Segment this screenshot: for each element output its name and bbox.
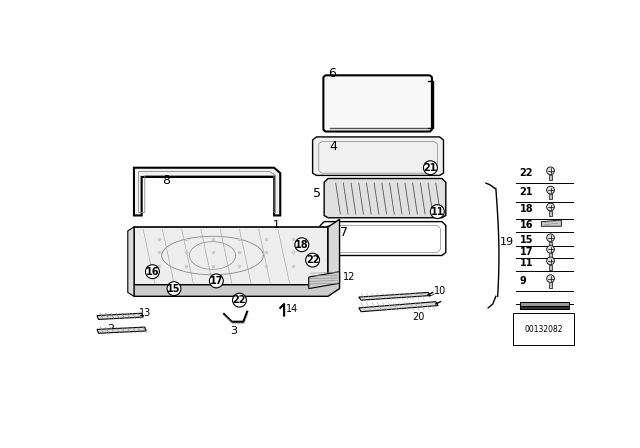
Polygon shape: [134, 168, 280, 215]
Bar: [548, 265, 552, 270]
Text: 15: 15: [167, 284, 180, 293]
Polygon shape: [134, 277, 340, 296]
Circle shape: [306, 253, 319, 267]
Circle shape: [547, 257, 554, 265]
Bar: [548, 253, 552, 258]
Text: 14: 14: [285, 304, 298, 314]
Text: 1: 1: [273, 220, 280, 230]
Text: 18: 18: [520, 204, 533, 214]
Circle shape: [547, 275, 554, 282]
Text: 15: 15: [520, 235, 533, 245]
Text: 4: 4: [330, 140, 337, 153]
Bar: [548, 282, 552, 288]
Text: 6: 6: [328, 66, 336, 79]
Text: 22: 22: [520, 168, 533, 178]
Bar: [548, 175, 552, 180]
Circle shape: [547, 234, 554, 241]
Polygon shape: [359, 293, 431, 300]
FancyBboxPatch shape: [323, 75, 432, 132]
Polygon shape: [541, 220, 561, 226]
Text: 17: 17: [520, 247, 533, 257]
Polygon shape: [520, 302, 569, 306]
Text: 00132082: 00132082: [524, 325, 563, 334]
Circle shape: [295, 238, 308, 252]
Circle shape: [209, 274, 223, 288]
Bar: [548, 241, 552, 247]
Text: 22: 22: [233, 295, 246, 305]
Text: 21: 21: [520, 187, 533, 198]
Polygon shape: [97, 313, 143, 319]
Text: 17: 17: [210, 276, 223, 286]
Text: 11: 11: [431, 207, 444, 217]
Text: 3: 3: [230, 326, 237, 336]
Polygon shape: [324, 178, 446, 218]
Polygon shape: [359, 302, 438, 312]
Text: 21: 21: [424, 163, 437, 173]
Polygon shape: [308, 271, 340, 289]
Text: 11: 11: [520, 258, 533, 268]
Circle shape: [547, 246, 554, 253]
Circle shape: [232, 293, 246, 307]
Circle shape: [431, 205, 444, 219]
Polygon shape: [134, 227, 328, 285]
Text: 8: 8: [163, 174, 170, 187]
Text: 22: 22: [306, 255, 319, 265]
Polygon shape: [328, 220, 340, 285]
Bar: [548, 211, 552, 216]
Text: 18: 18: [295, 240, 308, 250]
Text: 16: 16: [146, 267, 159, 277]
Text: 9: 9: [520, 276, 527, 286]
Polygon shape: [97, 327, 147, 333]
Circle shape: [547, 203, 554, 211]
Polygon shape: [520, 306, 569, 310]
Polygon shape: [128, 227, 134, 296]
Bar: [548, 194, 552, 199]
Text: 16: 16: [520, 220, 533, 230]
Text: 12: 12: [344, 272, 356, 282]
Text: 10: 10: [435, 286, 447, 296]
Text: 13: 13: [140, 308, 152, 318]
Text: 5: 5: [313, 187, 321, 200]
Circle shape: [547, 167, 554, 175]
Circle shape: [424, 161, 437, 175]
Text: 19: 19: [500, 237, 514, 247]
Circle shape: [167, 282, 181, 296]
Circle shape: [145, 265, 159, 279]
Text: 2: 2: [108, 324, 115, 334]
Polygon shape: [312, 137, 444, 176]
Circle shape: [547, 186, 554, 194]
Text: 7: 7: [340, 226, 348, 239]
Text: 20: 20: [413, 312, 425, 322]
